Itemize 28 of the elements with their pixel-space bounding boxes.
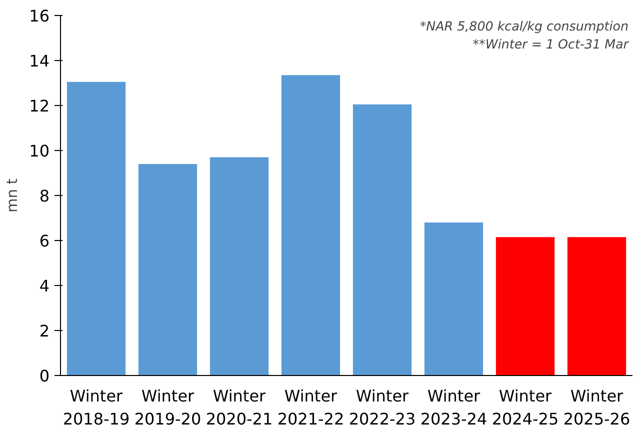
x-tick-label: Winter 2018-19 (62, 386, 130, 428)
x-tick-label: Winter 2024-25 (492, 386, 559, 428)
y-tick-label: 16 (29, 6, 50, 26)
x-tick-label: Winter 2022-23 (348, 386, 416, 428)
bar (496, 237, 555, 376)
bar (424, 222, 484, 376)
y-axis-title: mn t (4, 178, 22, 212)
x-tick-label: Winter 2019-20 (134, 386, 202, 428)
x-tick-label: Winter 2025-26 (563, 386, 630, 428)
bar (210, 157, 269, 376)
bar (138, 164, 198, 376)
y-tick-label: 8 (39, 186, 50, 206)
x-tick-label: Winter 2021-22 (277, 386, 344, 428)
x-tick-label: Winter 2020-21 (206, 386, 273, 428)
bar (281, 75, 340, 376)
y-tick-label: 4 (39, 276, 50, 296)
y-tick-label: 0 (39, 366, 50, 386)
annotation: **Winter = 1 Oct-31 Mar (472, 36, 630, 52)
y-tick-label: 10 (29, 142, 50, 160)
y-tick-label: 6 (39, 232, 50, 250)
y-tick-label: 2 (39, 322, 50, 340)
bar (66, 82, 126, 376)
y-tick-label: 12 (29, 96, 50, 116)
annotation: *NAR 5,800 kcal/kg consumption (420, 18, 629, 34)
x-tick-label: Winter 2023-24 (420, 386, 488, 428)
bar (352, 104, 412, 376)
bar (567, 237, 626, 376)
y-tick-label: 14 (29, 52, 50, 70)
